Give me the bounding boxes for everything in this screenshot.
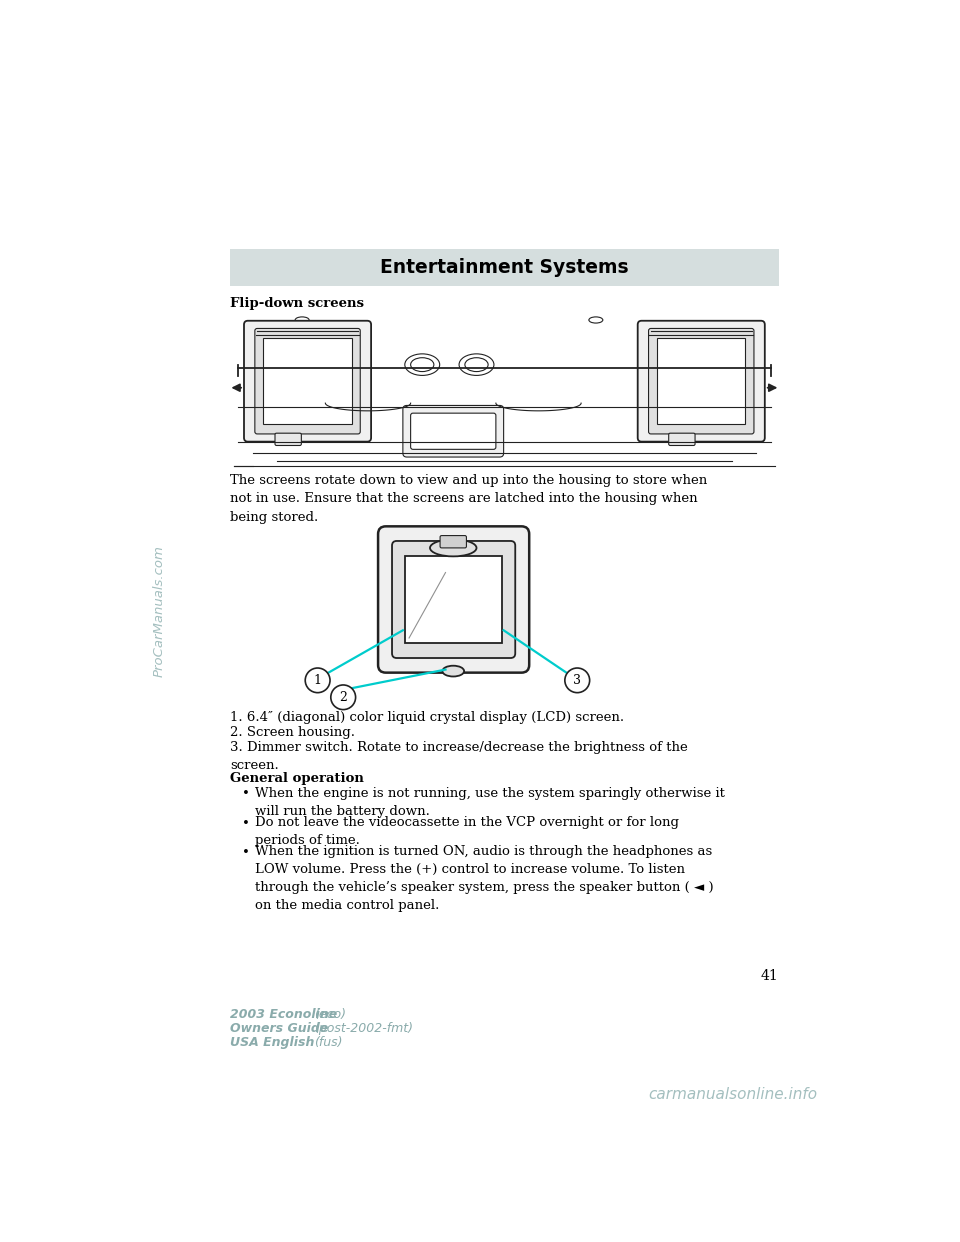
Text: •: • <box>242 787 250 800</box>
FancyBboxPatch shape <box>403 405 504 457</box>
FancyBboxPatch shape <box>254 328 360 433</box>
FancyBboxPatch shape <box>411 414 496 450</box>
Ellipse shape <box>588 317 603 323</box>
Text: 1: 1 <box>314 674 322 687</box>
Text: •: • <box>242 846 250 859</box>
Text: Do not leave the videocassette in the VCP overnight or for long
periods of time.: Do not leave the videocassette in the VC… <box>254 816 679 847</box>
Ellipse shape <box>405 354 440 375</box>
Text: •: • <box>242 817 250 830</box>
FancyBboxPatch shape <box>649 328 754 433</box>
Text: Entertainment Systems: Entertainment Systems <box>380 258 629 277</box>
FancyBboxPatch shape <box>244 320 372 442</box>
Text: carmanualsonline.info: carmanualsonline.info <box>648 1087 818 1102</box>
FancyBboxPatch shape <box>637 320 765 442</box>
Text: ProCarManuals.com: ProCarManuals.com <box>153 545 165 677</box>
Ellipse shape <box>411 358 434 371</box>
Ellipse shape <box>459 354 494 375</box>
Bar <box>263 339 351 424</box>
Text: 41: 41 <box>761 969 779 984</box>
FancyBboxPatch shape <box>669 433 695 446</box>
Circle shape <box>305 668 330 693</box>
Text: General operation: General operation <box>230 773 364 785</box>
Circle shape <box>331 684 355 709</box>
Text: The screens rotate down to view and up into the housing to store when
not in use: The screens rotate down to view and up i… <box>230 474 708 524</box>
Text: (post-2002-fmt): (post-2002-fmt) <box>314 1022 413 1036</box>
Text: When the ignition is turned ON, audio is through the headphones as
LOW volume. P: When the ignition is turned ON, audio is… <box>254 845 713 912</box>
Text: 2: 2 <box>339 691 348 704</box>
Text: 1. 6.4″ (diagonal) color liquid crystal display (LCD) screen.: 1. 6.4″ (diagonal) color liquid crystal … <box>230 712 624 724</box>
Bar <box>405 555 502 643</box>
Text: 3: 3 <box>573 674 581 687</box>
Text: 3. Dimmer switch. Rotate to increase/decrease the brightness of the
screen.: 3. Dimmer switch. Rotate to increase/dec… <box>230 741 687 773</box>
Bar <box>230 250 779 286</box>
FancyBboxPatch shape <box>392 542 516 658</box>
Text: Flip-down screens: Flip-down screens <box>230 297 364 310</box>
Text: (fus): (fus) <box>314 1036 343 1049</box>
FancyBboxPatch shape <box>440 535 467 548</box>
Text: Owners Guide: Owners Guide <box>230 1022 333 1036</box>
Text: 2003 Econoline: 2003 Econoline <box>230 1009 342 1021</box>
FancyBboxPatch shape <box>275 433 301 446</box>
Ellipse shape <box>443 666 464 677</box>
Circle shape <box>564 668 589 693</box>
Ellipse shape <box>295 317 309 323</box>
Ellipse shape <box>465 358 488 371</box>
Text: (eco): (eco) <box>314 1009 346 1021</box>
Text: 2. Screen housing.: 2. Screen housing. <box>230 727 355 739</box>
Ellipse shape <box>430 539 476 556</box>
Text: USA English: USA English <box>230 1036 319 1049</box>
Text: When the engine is not running, use the system sparingly otherwise it
will run t: When the engine is not running, use the … <box>254 786 725 817</box>
Bar <box>657 339 745 424</box>
FancyBboxPatch shape <box>378 527 529 673</box>
